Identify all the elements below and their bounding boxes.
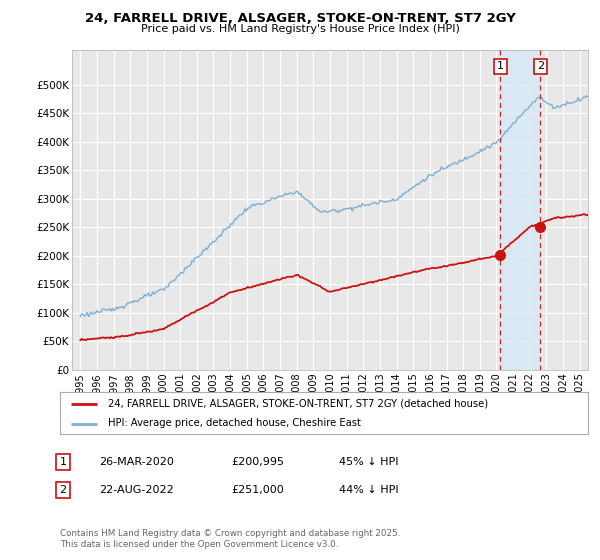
Text: 24, FARRELL DRIVE, ALSAGER, STOKE-ON-TRENT, ST7 2GY: 24, FARRELL DRIVE, ALSAGER, STOKE-ON-TRE… xyxy=(85,12,515,25)
Text: Contains HM Land Registry data © Crown copyright and database right 2025.
This d: Contains HM Land Registry data © Crown c… xyxy=(60,529,400,549)
Text: HPI: Average price, detached house, Cheshire East: HPI: Average price, detached house, Ches… xyxy=(107,418,361,428)
Text: 44% ↓ HPI: 44% ↓ HPI xyxy=(339,485,398,495)
Text: 2: 2 xyxy=(59,485,67,495)
Text: 24, FARRELL DRIVE, ALSAGER, STOKE-ON-TRENT, ST7 2GY (detached house): 24, FARRELL DRIVE, ALSAGER, STOKE-ON-TRE… xyxy=(107,399,488,409)
Bar xyxy=(500,50,541,370)
Text: 1: 1 xyxy=(59,457,67,467)
Text: 22-AUG-2022: 22-AUG-2022 xyxy=(99,485,174,495)
Text: 2: 2 xyxy=(537,62,544,71)
Text: £200,995: £200,995 xyxy=(231,457,284,467)
Text: £251,000: £251,000 xyxy=(231,485,284,495)
Text: 1: 1 xyxy=(497,62,504,71)
Text: 26-MAR-2020: 26-MAR-2020 xyxy=(99,457,174,467)
Text: Price paid vs. HM Land Registry's House Price Index (HPI): Price paid vs. HM Land Registry's House … xyxy=(140,24,460,34)
Text: 45% ↓ HPI: 45% ↓ HPI xyxy=(339,457,398,467)
